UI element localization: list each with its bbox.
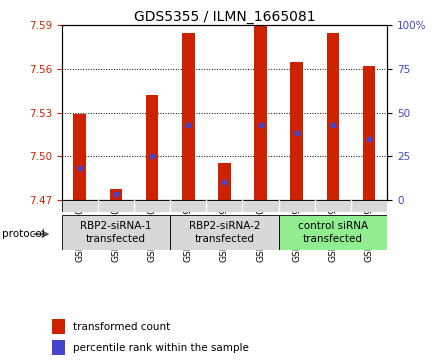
Bar [254,24,267,200]
Bar [73,114,86,200]
Bar [52,319,65,334]
FancyBboxPatch shape [170,215,279,250]
FancyBboxPatch shape [62,215,170,250]
Bar [146,95,158,200]
FancyBboxPatch shape [279,215,387,250]
Text: transformed count: transformed count [73,322,170,332]
Bar [218,163,231,200]
Bar [363,66,375,200]
Bar [326,33,339,200]
Text: RBP2-siRNA-2
transfected: RBP2-siRNA-2 transfected [189,221,260,244]
Bar [182,33,194,200]
Bar [52,340,65,355]
Text: protocol: protocol [2,229,45,239]
Bar [110,189,122,200]
Title: GDS5355 / ILMN_1665081: GDS5355 / ILMN_1665081 [134,11,315,24]
Text: RBP2-siRNA-1
transfected: RBP2-siRNA-1 transfected [80,221,152,244]
Text: percentile rank within the sample: percentile rank within the sample [73,343,249,352]
Bar [290,62,303,200]
Text: control siRNA
transfected: control siRNA transfected [298,221,368,244]
